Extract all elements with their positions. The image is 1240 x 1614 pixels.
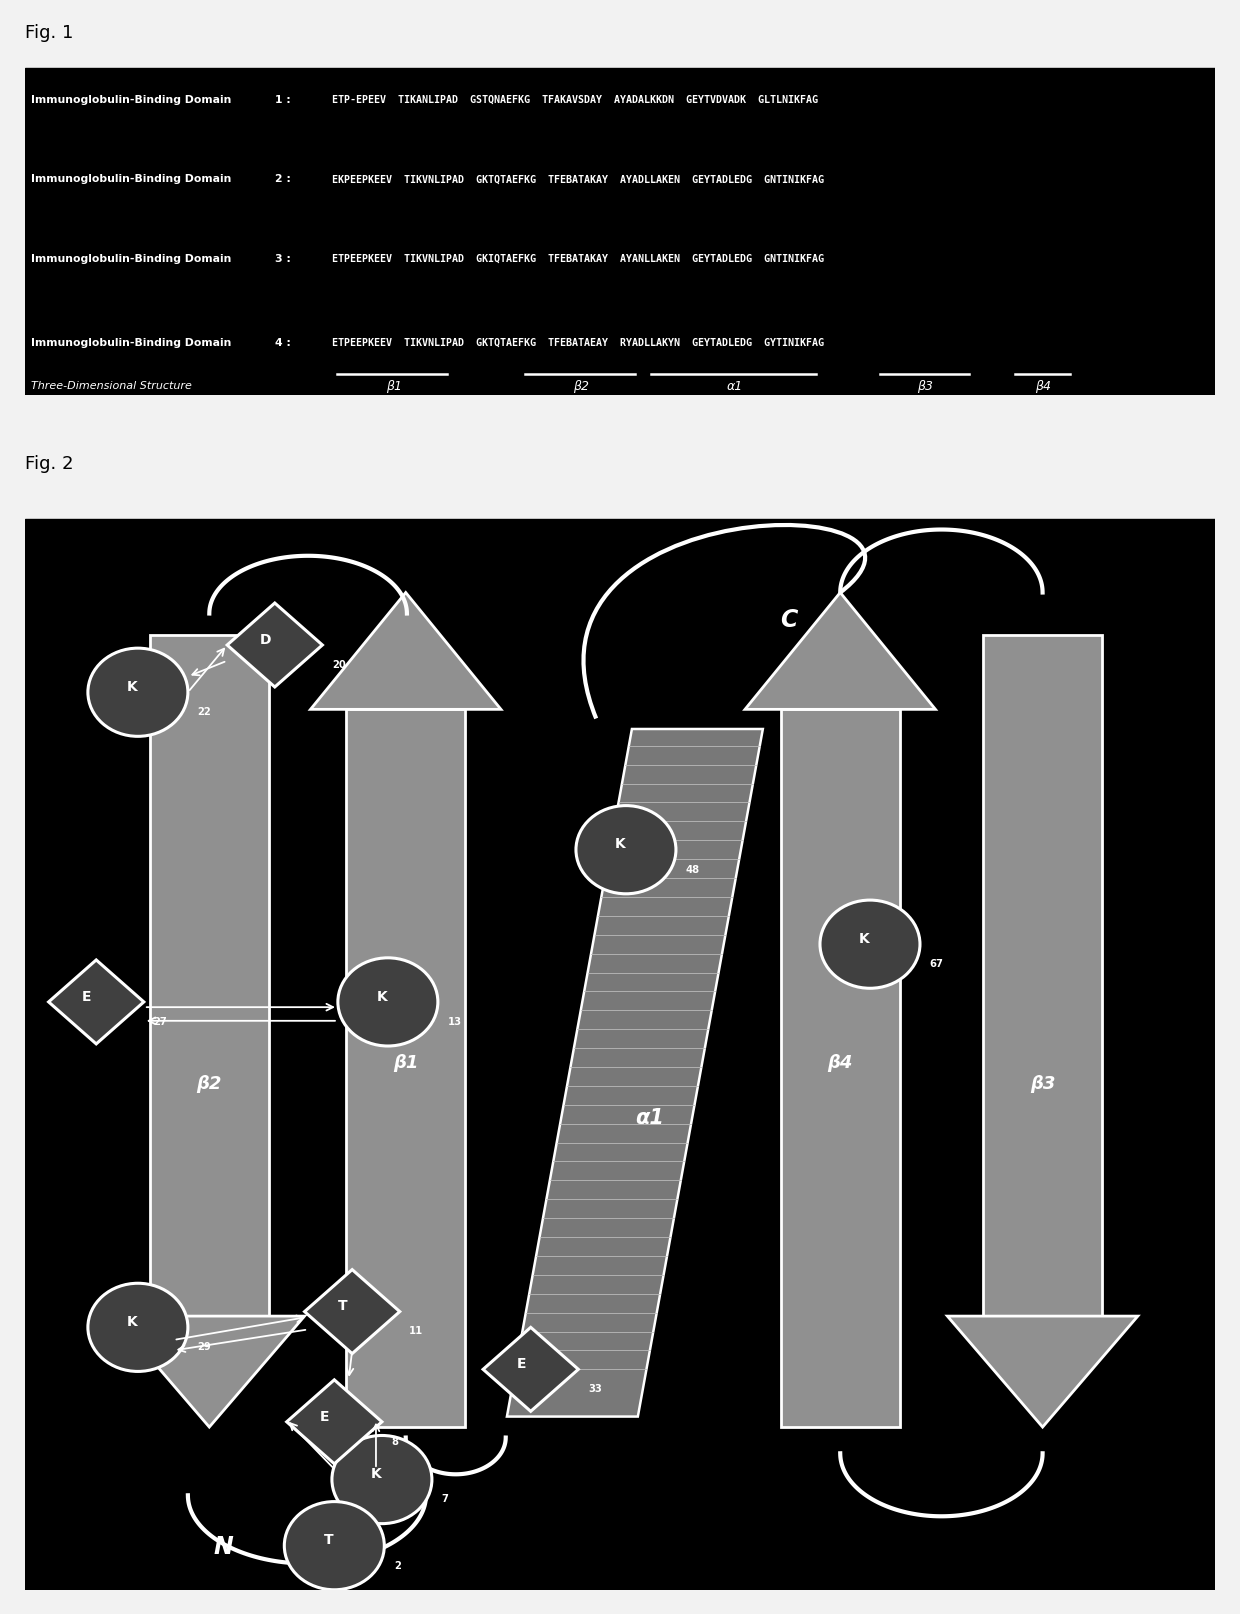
Polygon shape (48, 960, 144, 1044)
Text: 67: 67 (930, 959, 944, 968)
Text: 22: 22 (197, 707, 211, 717)
Text: β4: β4 (1034, 379, 1050, 392)
Bar (25, 69, 1215, 395)
Text: Immunoglobulin-Binding Domain: Immunoglobulin-Binding Domain (31, 337, 231, 347)
Text: C: C (780, 607, 797, 631)
Text: E: E (320, 1409, 330, 1422)
Bar (346, 710, 465, 1427)
Text: 48: 48 (686, 863, 699, 875)
Text: ETP-EPEEV  TIKANLIPAD  GSTQNAEFKG  TFAKAVSDAY  AYADALKKDN  GEYTVDVADK  GLTLNIKFA: ETP-EPEEV TIKANLIPAD GSTQNAEFKG TFAKAVSD… (332, 95, 818, 105)
Text: α1: α1 (727, 379, 743, 392)
Text: EKPEEPKEEV  TIKVNLIPAD  GKTQTAEFKG  TFEBATAKAY  AYADLLAKEN  GEYTADLEDG  GNTINIKF: EKPEEPKEEV TIKVNLIPAD GKTQTAEFKG TFEBATA… (332, 174, 823, 184)
Polygon shape (507, 730, 763, 1417)
Polygon shape (114, 1317, 305, 1427)
Text: 3 :: 3 : (275, 253, 290, 263)
Text: β1: β1 (386, 379, 402, 392)
Text: 2: 2 (394, 1559, 401, 1569)
Text: β3: β3 (1030, 1075, 1055, 1093)
Text: 4 :: 4 : (275, 337, 290, 347)
Text: K: K (858, 931, 869, 946)
Text: β2: β2 (573, 379, 589, 392)
Polygon shape (305, 1270, 399, 1354)
Text: β3: β3 (916, 379, 932, 392)
Bar (983, 636, 1102, 1317)
Text: E: E (516, 1356, 526, 1370)
Text: N: N (213, 1533, 233, 1558)
Text: 20: 20 (332, 660, 346, 670)
Text: K: K (371, 1467, 382, 1480)
Circle shape (575, 805, 676, 894)
Text: Three-Dimensional Structure: Three-Dimensional Structure (31, 381, 192, 391)
Polygon shape (310, 592, 501, 710)
Text: T: T (337, 1299, 347, 1312)
Text: ETPEEPKEEV  TIKVNLIPAD  GKTQTAEFKG  TFEBATAEAY  RYADLLAKYN  GEYTADLEDG  GYTINIKF: ETPEEPKEEV TIKVNLIPAD GKTQTAEFKG TFEBATA… (332, 337, 823, 347)
Polygon shape (745, 592, 935, 710)
Circle shape (820, 901, 920, 989)
Text: E: E (82, 989, 92, 1002)
Text: 29: 29 (197, 1341, 211, 1351)
Text: β2: β2 (197, 1075, 222, 1093)
Text: K: K (126, 679, 138, 694)
Polygon shape (227, 604, 322, 688)
Text: 2 :: 2 : (275, 174, 290, 184)
Polygon shape (947, 1317, 1138, 1427)
Circle shape (88, 1283, 188, 1372)
Circle shape (337, 959, 438, 1046)
Text: Immunoglobulin-Binding Domain: Immunoglobulin-Binding Domain (31, 174, 231, 184)
Text: K: K (126, 1314, 138, 1328)
Text: Immunoglobulin-Binding Domain: Immunoglobulin-Binding Domain (31, 95, 231, 105)
Circle shape (88, 649, 188, 738)
Text: 13: 13 (448, 1017, 461, 1027)
Text: Fig. 1: Fig. 1 (25, 24, 73, 42)
Text: K: K (615, 838, 625, 851)
Text: Fig. 2: Fig. 2 (25, 455, 73, 473)
Text: K: K (377, 989, 387, 1002)
Text: 27: 27 (154, 1017, 167, 1027)
Text: 1 :: 1 : (275, 95, 290, 105)
Text: 11: 11 (409, 1325, 424, 1336)
Text: Immunoglobulin-Binding Domain: Immunoglobulin-Binding Domain (31, 253, 231, 263)
Text: 7: 7 (441, 1493, 449, 1504)
Text: T: T (324, 1532, 334, 1546)
Bar (150, 636, 269, 1317)
Circle shape (332, 1435, 432, 1524)
Text: β1: β1 (393, 1054, 418, 1072)
Text: ETPEEPKEEV  TIKVNLIPAD  GKIQTAEFKG  TFEBATAKAY  AYANLLAKEN  GEYTADLEDG  GNTINIKF: ETPEEPKEEV TIKVNLIPAD GKIQTAEFKG TFEBATA… (332, 253, 823, 263)
Text: D: D (259, 633, 272, 646)
Text: 8: 8 (392, 1436, 398, 1446)
Bar (781, 710, 900, 1427)
Text: α1: α1 (635, 1107, 665, 1128)
Polygon shape (484, 1327, 578, 1411)
Text: 33: 33 (588, 1383, 601, 1393)
Circle shape (284, 1501, 384, 1590)
Text: β4: β4 (827, 1054, 853, 1072)
Polygon shape (286, 1380, 382, 1464)
